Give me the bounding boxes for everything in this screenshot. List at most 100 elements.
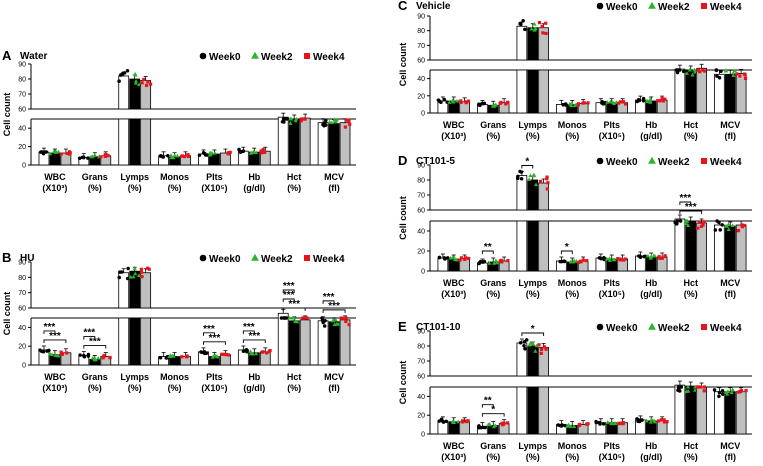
data-point bbox=[281, 117, 286, 121]
data-point bbox=[443, 257, 447, 261]
data-point bbox=[731, 70, 736, 75]
data-point bbox=[518, 340, 523, 345]
x-tick-unit: (%) bbox=[526, 452, 540, 462]
y-tick-label: 40 bbox=[417, 394, 425, 401]
data-point bbox=[519, 177, 524, 181]
data-point bbox=[180, 154, 184, 158]
data-point bbox=[729, 390, 734, 394]
data-point bbox=[576, 102, 581, 106]
data-point bbox=[249, 351, 254, 356]
legend-marker-week2 bbox=[251, 253, 259, 261]
data-point bbox=[695, 385, 700, 389]
x-tick-label: MCV bbox=[324, 172, 344, 182]
x-tick-label: Grans bbox=[82, 372, 108, 382]
x-tick-label: Hct bbox=[683, 278, 698, 288]
data-point bbox=[133, 80, 138, 85]
data-point bbox=[539, 351, 543, 356]
bar bbox=[685, 220, 697, 272]
x-tick-label: Lymps bbox=[518, 278, 547, 288]
data-point bbox=[169, 155, 174, 160]
data-point bbox=[147, 267, 151, 271]
bar bbox=[516, 175, 528, 211]
bar bbox=[674, 218, 686, 272]
bar bbox=[696, 386, 707, 435]
significance-label: * bbox=[491, 405, 495, 416]
data-point bbox=[77, 156, 82, 160]
data-point bbox=[493, 423, 498, 428]
data-point bbox=[609, 421, 614, 426]
data-point bbox=[465, 419, 469, 424]
x-tick-label: MCV bbox=[324, 372, 344, 382]
data-point bbox=[261, 350, 265, 354]
data-point bbox=[544, 21, 548, 25]
data-point bbox=[545, 177, 549, 181]
bar bbox=[714, 224, 725, 272]
x-tick-label: Lymps bbox=[518, 441, 547, 451]
data-point bbox=[294, 116, 299, 121]
data-point bbox=[333, 317, 338, 322]
data-point bbox=[652, 419, 657, 424]
data-point bbox=[577, 423, 582, 427]
x-tick-unit: (%) bbox=[287, 183, 301, 193]
data-point bbox=[48, 151, 53, 156]
data-point bbox=[301, 316, 305, 320]
data-point bbox=[288, 121, 293, 125]
data-point bbox=[444, 419, 449, 424]
data-point bbox=[648, 97, 653, 101]
x-tick-label: Hb bbox=[645, 278, 657, 288]
legend-label: Week4 bbox=[313, 254, 345, 265]
bar bbox=[685, 385, 697, 435]
data-point bbox=[280, 119, 285, 124]
data-point bbox=[662, 418, 666, 422]
data-point bbox=[56, 149, 61, 154]
bar bbox=[339, 122, 351, 166]
bar bbox=[277, 312, 289, 366]
data-point bbox=[611, 257, 616, 262]
data-point bbox=[454, 257, 459, 262]
data-point bbox=[207, 152, 213, 157]
data-point bbox=[621, 258, 626, 262]
y-tick-label: 40 bbox=[18, 325, 26, 332]
data-point bbox=[524, 338, 529, 342]
data-point bbox=[119, 270, 124, 274]
data-point bbox=[460, 419, 465, 423]
x-tick-unit: (g/dl) bbox=[640, 131, 662, 141]
y-tick-label: 70 bbox=[417, 43, 425, 50]
bar bbox=[129, 118, 141, 166]
data-point bbox=[327, 119, 332, 124]
x-tick-label: Monos bbox=[558, 278, 587, 288]
data-point bbox=[586, 101, 590, 105]
legend-label: Week2 bbox=[658, 2, 690, 13]
bar bbox=[459, 421, 470, 435]
data-point bbox=[607, 256, 612, 260]
data-point bbox=[616, 257, 620, 261]
data-point bbox=[299, 119, 303, 123]
x-tick-label: Hct bbox=[287, 372, 302, 382]
significance-bracket bbox=[679, 210, 703, 214]
data-point bbox=[522, 343, 526, 348]
x-tick-unit: (X10³) bbox=[441, 289, 466, 299]
legend-marker-week0 bbox=[199, 254, 207, 262]
y-tick-label: 60 bbox=[417, 58, 425, 65]
data-point bbox=[49, 352, 55, 357]
data-point bbox=[621, 421, 626, 425]
data-point bbox=[284, 316, 289, 320]
bar bbox=[538, 220, 549, 272]
y-tick-label: 80 bbox=[417, 178, 425, 185]
data-point bbox=[140, 275, 144, 279]
data-point bbox=[226, 353, 231, 357]
data-point bbox=[657, 255, 661, 259]
data-point bbox=[183, 154, 187, 159]
bar bbox=[538, 69, 549, 114]
data-point bbox=[739, 389, 743, 393]
data-point bbox=[715, 74, 719, 78]
data-point bbox=[494, 260, 499, 265]
data-point bbox=[343, 125, 347, 129]
data-point bbox=[685, 219, 690, 223]
x-tick-label: WBC bbox=[44, 372, 66, 382]
bar bbox=[527, 345, 539, 377]
y-tick-label: 20 bbox=[417, 93, 425, 100]
data-point bbox=[99, 155, 103, 159]
data-point bbox=[55, 353, 60, 358]
x-tick-unit: (fl) bbox=[725, 289, 737, 299]
